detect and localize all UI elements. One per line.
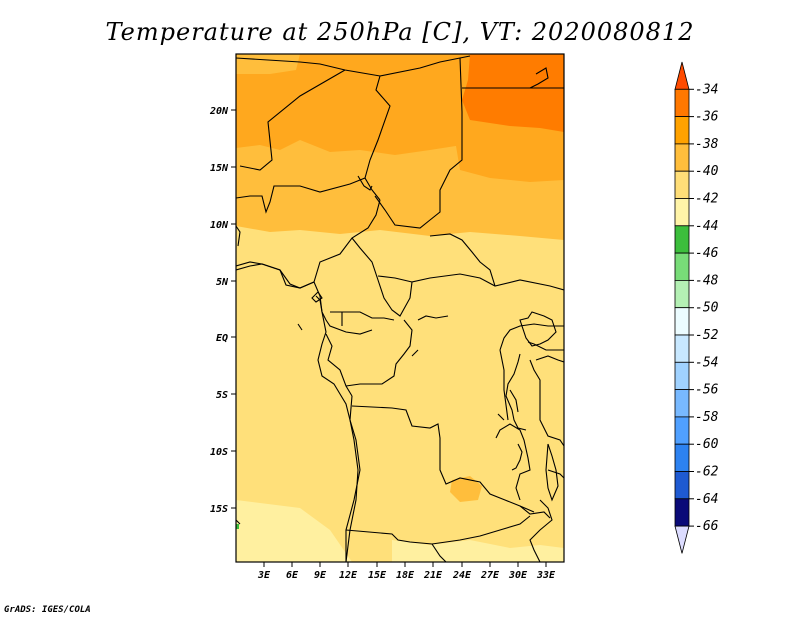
lat-label: 15S <box>210 504 228 515</box>
colorbar-swatch <box>674 443 690 472</box>
colorbar-label: -52 <box>695 328 719 343</box>
lat-label: 15N <box>210 163 229 174</box>
colorbar-label: -60 <box>695 437 719 452</box>
colorbar-swatch <box>674 307 690 336</box>
colorbar-label: -56 <box>695 383 719 398</box>
lat-label: 10S <box>210 447 228 458</box>
lat-label: 20N <box>209 106 229 117</box>
colorbar-label: -40 <box>695 164 719 179</box>
map-frame <box>235 53 565 563</box>
colorbar-swatch <box>674 225 690 254</box>
colorbar-swatch <box>674 88 690 118</box>
lon-label: 30E <box>508 570 528 581</box>
colorbar-swatch <box>674 116 690 145</box>
lat-label: EQ <box>216 333 228 344</box>
colorbar-label: -62 <box>695 465 719 480</box>
lat-label: 5S <box>216 390 228 401</box>
lon-label: 3E <box>257 570 271 581</box>
colorbar-label: -42 <box>695 192 719 207</box>
colorbar-swatch <box>674 170 690 199</box>
lat-label: 10N <box>210 220 229 231</box>
colorbar-swatch <box>674 498 690 527</box>
colorbar-swatch <box>674 279 690 309</box>
credit-text: GrADS: IGES/COLA <box>4 605 91 615</box>
colorbar-label: -64 <box>695 492 718 507</box>
colorbar-under-triangle <box>674 525 690 554</box>
colorbar-swatch <box>674 198 690 227</box>
colorbar-swatch <box>674 389 690 418</box>
colorbar-label: -34 <box>695 82 718 97</box>
coastlines <box>236 67 559 562</box>
colorbar-swatch <box>674 361 690 390</box>
colorbar-swatch <box>674 416 690 445</box>
colorbar-label: -44 <box>695 219 718 234</box>
lon-label: 21E <box>423 570 443 581</box>
lon-label: 24E <box>452 570 472 581</box>
lon-label: 27E <box>480 570 500 581</box>
colorbar-over-triangle <box>674 61 690 90</box>
lat-label: 5N <box>216 277 229 288</box>
lon-label: 33E <box>536 570 556 581</box>
lon-label: 18E <box>396 570 415 581</box>
colorbar-label: -36 <box>695 110 719 125</box>
colorbar-swatch <box>674 334 690 363</box>
chart-title: Temperature at 250hPa [C], VT: 202008081… <box>105 18 695 46</box>
colorbar-label: -46 <box>695 246 719 261</box>
colorbar-label: -58 <box>695 410 719 425</box>
colorbar-swatch <box>674 252 690 281</box>
lon-label: 12E <box>339 570 358 581</box>
longitude-axis: 3E 6E 9E 12E 15E 18E 21E 24E 27E 30E 33E <box>257 562 556 581</box>
colorbar-label: -66 <box>695 519 719 534</box>
colorbar-label: -50 <box>695 301 719 316</box>
lon-label: 15E <box>368 570 387 581</box>
colorbar-swatch <box>674 471 690 500</box>
colorbar-swatch <box>674 143 690 172</box>
lon-label: 6E <box>286 570 299 581</box>
colorbar-label: -48 <box>695 273 719 288</box>
colorbar-label: -54 <box>695 355 718 370</box>
colorbar-label: -38 <box>695 137 719 152</box>
temperature-field <box>236 54 564 562</box>
colorbar: -34 -36 -38 -40 -42 -44 -46 -48 -50 -52 -54 -56 -58 -… <box>674 61 719 554</box>
latitude-axis: 20N 15N 10N 5N EQ 5S 10S 15S <box>209 106 236 515</box>
lon-label: 9E <box>314 570 327 581</box>
